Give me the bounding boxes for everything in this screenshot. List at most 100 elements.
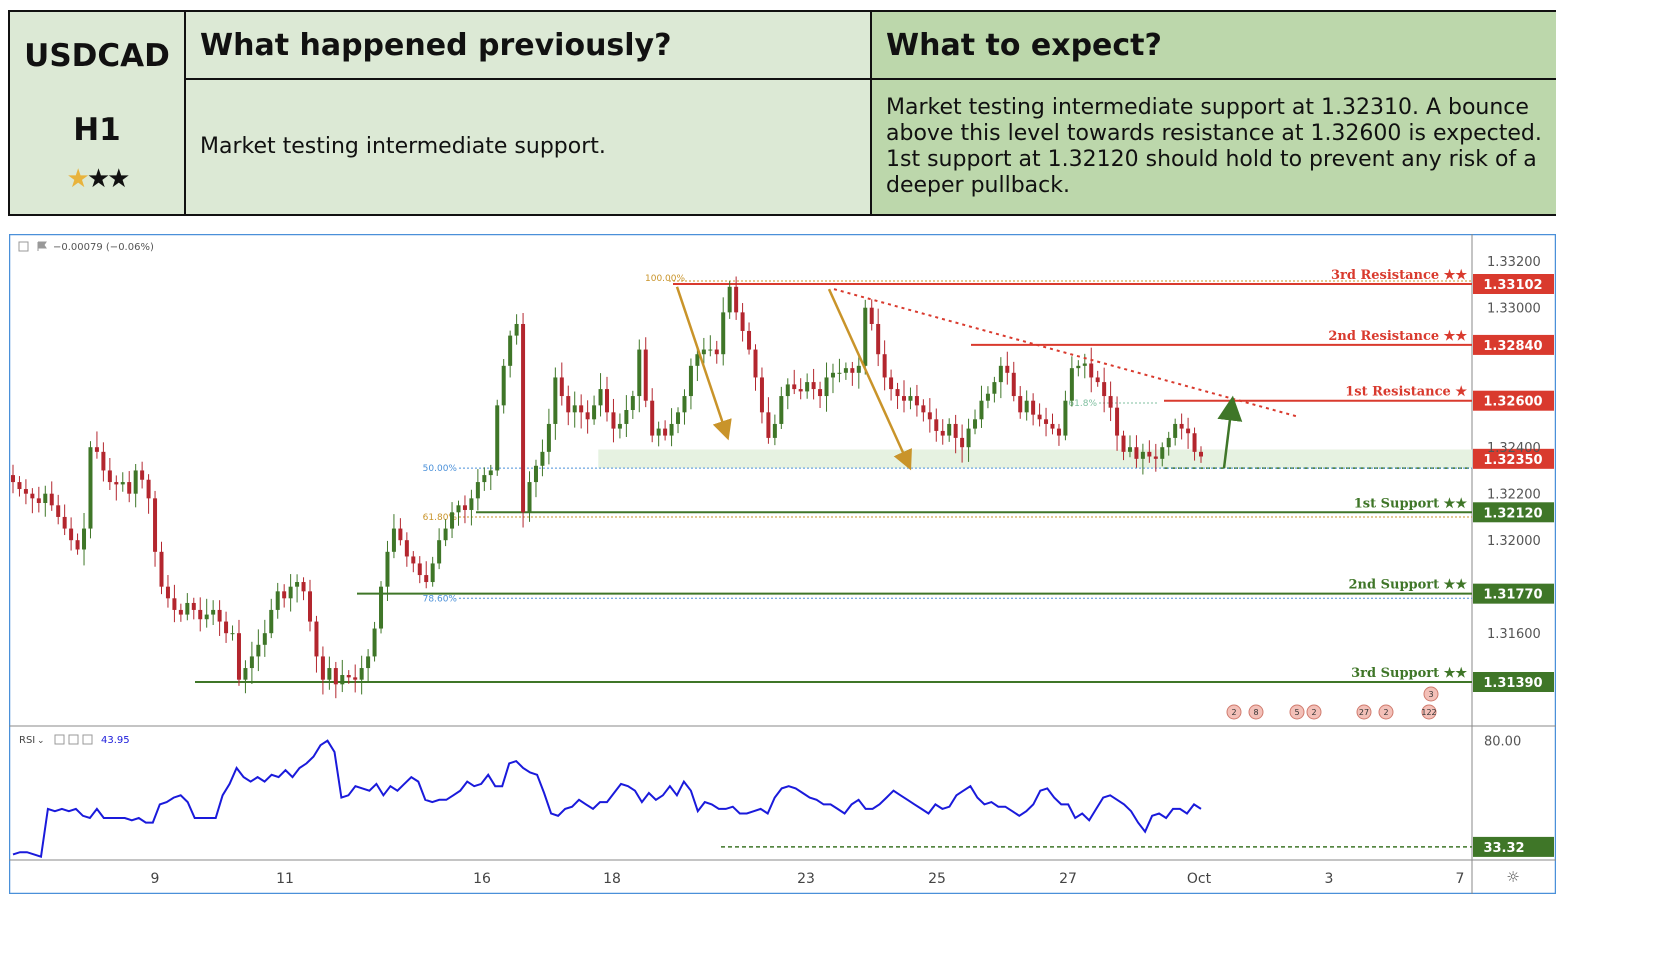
rsi-marker-text: 33.32 [1483, 841, 1524, 856]
flag-event-icon[interactable] [1423, 686, 1439, 702]
candle-body [585, 412, 590, 420]
candle-body [249, 656, 254, 669]
candle-body [1199, 451, 1203, 457]
candle-body [1031, 400, 1036, 415]
flag-event-icon[interactable] [1289, 704, 1305, 720]
candle-body [1127, 447, 1132, 452]
eye-icon[interactable] [54, 734, 65, 745]
candle-body [417, 563, 422, 576]
candle-body [450, 512, 455, 529]
expect-text: Market testing intermediate support at 1… [886, 95, 1542, 198]
candle-body [992, 382, 997, 394]
candle-body [617, 423, 622, 429]
candle-body [1179, 423, 1184, 429]
candle-body [546, 423, 551, 452]
candle-body [553, 377, 558, 424]
flag-event-icon[interactable] [1356, 704, 1372, 720]
candle-body [1108, 396, 1113, 408]
candle-body [488, 470, 493, 476]
flag-event-icon[interactable] [1421, 704, 1437, 720]
rsi-label: RSI [19, 735, 35, 746]
candle-body [1134, 447, 1139, 459]
price-axis-tick: 1.31600 [1487, 627, 1541, 642]
candle-body [56, 505, 61, 517]
candle-body [217, 609, 222, 622]
candle-body [914, 396, 919, 406]
flag-event-icon[interactable] [1378, 704, 1394, 720]
candle-body [469, 498, 474, 510]
candle-body [301, 582, 306, 592]
price-tag [1473, 274, 1554, 294]
rsi-value: 43.95 [101, 735, 130, 746]
candle-body [766, 412, 771, 438]
candle-body [566, 396, 571, 413]
candle-body [204, 614, 209, 620]
fib-label: 61.80% [423, 513, 458, 523]
price-tag [1473, 583, 1554, 604]
rsi-line [12, 739, 1202, 859]
candle-body [456, 505, 461, 513]
time-axis-tick: 9 [151, 871, 160, 887]
candle-body [391, 528, 396, 552]
candle-body [779, 396, 784, 424]
level-label: 2nd Support ★★ [1349, 578, 1468, 593]
candle-body [69, 528, 74, 541]
candle-body [1050, 423, 1055, 429]
candle-body [540, 451, 545, 466]
candle-body [437, 540, 442, 564]
gear-icon[interactable]: ☼ [1506, 868, 1519, 886]
candle-body [533, 465, 538, 483]
expect-title: What to expect? [886, 28, 1162, 63]
rsi-marker-tag [1473, 836, 1554, 857]
price-tag-text: 1.32120 [1483, 506, 1542, 521]
candle-body [359, 668, 364, 680]
candle-body [256, 644, 261, 657]
candle-body [1037, 414, 1042, 420]
candle-body [282, 591, 287, 599]
price-tag-text: 1.31770 [1483, 588, 1542, 603]
chevron-down-icon[interactable]: ⌄ [37, 736, 45, 746]
close-icon[interactable] [82, 734, 93, 745]
candle-body [120, 482, 125, 485]
rsi-axis-tick: 80.00 [1484, 735, 1521, 750]
event-count: 2 [1231, 708, 1236, 717]
candle-body [308, 591, 312, 622]
candle-body [82, 528, 87, 550]
candle-body [605, 389, 609, 413]
collapse-icon[interactable] [18, 241, 29, 252]
candle-body [1160, 447, 1165, 459]
flag-event-icon[interactable] [1248, 704, 1264, 720]
candle-body [1153, 456, 1158, 459]
candle-body [940, 430, 945, 436]
flag-icon [37, 241, 47, 251]
candle-body [850, 368, 855, 373]
candle-body [927, 412, 932, 420]
flag-event-icon[interactable] [1226, 704, 1242, 720]
candle-body [236, 633, 241, 680]
candle-body [508, 335, 513, 366]
flag-event-icon[interactable] [1306, 704, 1322, 720]
star-icon: ★ [86, 164, 110, 194]
previous-header: What happened previously? [186, 12, 872, 80]
candle-body [1115, 407, 1120, 436]
candle-body [973, 419, 978, 429]
candle-body [521, 323, 526, 513]
candle-body [133, 470, 138, 494]
candle-body [94, 447, 99, 452]
settings-icon[interactable] [68, 734, 79, 745]
candle-body [411, 556, 416, 564]
candle-body [482, 475, 487, 483]
candle-body [650, 400, 655, 436]
candle-body [185, 602, 190, 615]
chart-legend: −0.00079 (−0.06%) [18, 241, 154, 253]
price-chart[interactable]: 3rd Resistance ★★ 1.33102 2nd Resistance ★… [9, 234, 1556, 894]
candle-body [495, 405, 500, 471]
candle-body [1076, 365, 1081, 369]
candle-body [114, 482, 119, 485]
candle-body [856, 365, 861, 373]
candle-body [676, 412, 681, 424]
candle-body [404, 540, 409, 557]
candle-body [727, 286, 732, 313]
price-tag [1473, 448, 1554, 469]
candle-body [198, 609, 203, 620]
